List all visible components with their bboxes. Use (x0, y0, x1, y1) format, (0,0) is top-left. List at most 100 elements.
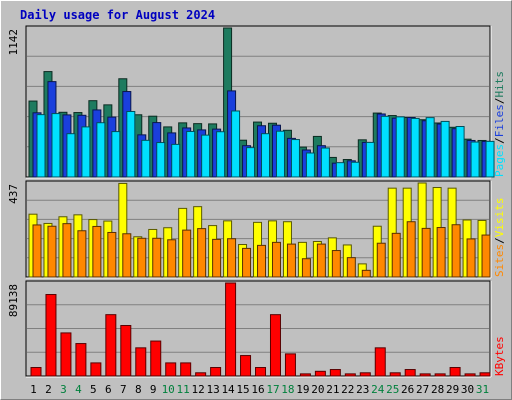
bar-pages-day-9 (156, 142, 166, 178)
bar-kbytes-day-21 (329, 369, 341, 377)
day-label-24: 24 (371, 383, 385, 396)
bar-kbytes-day-1 (30, 367, 42, 377)
day-label-23: 23 (356, 383, 369, 396)
bar-kbytes-day-19 (299, 373, 311, 377)
middle-max-label: 437 (7, 184, 20, 204)
series-label-part: KBytes (493, 336, 506, 376)
bar-kbytes-day-27 (419, 373, 431, 377)
bar-sites-day-18 (286, 243, 296, 278)
bar-sites-day-21 (331, 250, 341, 278)
bar-sites-day-4 (77, 230, 87, 278)
day-label-13: 13 (206, 383, 219, 396)
day-label-12: 12 (192, 383, 205, 396)
bar-sites-day-27 (421, 227, 431, 278)
day-label-19: 19 (296, 383, 309, 396)
series-label-part: Pages (493, 144, 506, 177)
day-label-6: 6 (105, 383, 112, 396)
bar-sites-day-14 (227, 238, 237, 278)
top-series-label: Pages/Files/Hits (493, 71, 506, 177)
bar-pages-day-25 (395, 116, 405, 178)
bar-sites-day-17 (271, 241, 281, 278)
bar-kbytes-day-10 (165, 362, 177, 377)
series-label-part: / (493, 98, 506, 105)
bar-pages-day-19 (305, 152, 315, 178)
day-label-18: 18 (281, 383, 294, 396)
bar-kbytes-day-15 (240, 355, 252, 377)
bar-pages-day-5 (96, 122, 106, 178)
day-label-31: 31 (476, 383, 489, 396)
bar-pages-day-10 (171, 143, 181, 178)
bar-kbytes-day-8 (135, 347, 147, 377)
day-label-21: 21 (326, 383, 339, 396)
bar-kbytes-day-9 (150, 340, 162, 377)
bar-sites-day-7 (122, 233, 132, 278)
bar-pages-day-11 (186, 130, 196, 178)
bar-sites-day-19 (301, 258, 311, 278)
day-label-30: 30 (461, 383, 474, 396)
middle-series-label: Sites/Visits (493, 198, 506, 278)
day-label-25: 25 (386, 383, 399, 396)
bar-sites-day-10 (167, 239, 177, 278)
bar-pages-day-13 (216, 131, 226, 178)
day-label-14: 14 (221, 383, 235, 396)
series-label-part: / (493, 237, 506, 244)
bar-pages-day-7 (126, 111, 136, 178)
series-label-part: Visits (493, 198, 506, 238)
middle-series-sites (32, 221, 491, 278)
bar-kbytes-day-25 (389, 372, 401, 377)
day-label-1: 1 (30, 383, 37, 396)
bar-pages-day-21 (335, 162, 345, 178)
series-label-part: Hits (493, 71, 506, 98)
bar-kbytes-day-14 (225, 282, 237, 377)
bar-kbytes-day-16 (255, 367, 267, 377)
bar-kbytes-day-22 (344, 373, 356, 377)
bar-pages-day-24 (380, 115, 390, 178)
day-label-20: 20 (311, 383, 324, 396)
bar-sites-day-20 (316, 243, 326, 278)
bar-kbytes-day-20 (314, 370, 326, 377)
day-label-10: 10 (162, 383, 175, 396)
bar-sites-day-30 (466, 238, 476, 278)
day-label-11: 11 (177, 383, 190, 396)
bar-kbytes-day-5 (90, 362, 102, 377)
bar-kbytes-day-2 (45, 294, 57, 377)
bar-sites-day-8 (137, 237, 147, 278)
bar-pages-day-22 (350, 161, 360, 178)
bar-pages-day-12 (201, 134, 211, 178)
bar-pages-day-4 (81, 126, 91, 178)
bar-kbytes-day-28 (434, 373, 446, 377)
bar-sites-day-9 (152, 237, 162, 278)
day-label-15: 15 (236, 383, 249, 396)
bottom-series-kbytes (30, 282, 491, 377)
bar-sites-day-22 (346, 257, 356, 278)
bar-kbytes-day-7 (120, 325, 132, 377)
day-label-17: 17 (266, 383, 279, 396)
day-label-29: 29 (446, 383, 459, 396)
day-label-27: 27 (416, 383, 429, 396)
bottom-panel: 89138 KBytes (7, 280, 506, 378)
bar-pages-day-31 (485, 140, 495, 178)
day-label-2: 2 (45, 383, 52, 396)
chart-panels: 1142Pages/Files/Hits437Sites/Visits89138… (7, 25, 506, 378)
x-axis-day-labels: 1 2 3 4 5 6 7 8 9 10 11 12 13 14 15 16 17 18 19 20 21 22 23 24 2… (30, 383, 489, 396)
bar-kbytes-day-4 (75, 343, 87, 377)
bar-sites-day-15 (242, 247, 252, 278)
day-label-4: 4 (75, 383, 82, 396)
day-label-22: 22 (341, 383, 354, 396)
bar-sites-day-2 (47, 225, 57, 278)
bar-pages-day-6 (111, 131, 121, 178)
middle-panel: 437 Sites/Visits (7, 180, 506, 279)
bar-kbytes-day-23 (359, 372, 371, 377)
bar-kbytes-day-31 (479, 372, 491, 377)
bar-sites-day-25 (391, 232, 401, 278)
bar-sites-day-12 (197, 228, 207, 278)
bar-sites-day-11 (182, 229, 192, 278)
top-max-label: 1142 (7, 29, 20, 56)
day-label-26: 26 (401, 383, 414, 396)
bar-sites-day-31 (481, 234, 491, 278)
bar-pages-day-27 (425, 117, 435, 178)
bar-sites-day-5 (92, 225, 102, 278)
chart-title: Daily usage for August 2024 (20, 8, 215, 22)
day-label-3: 3 (60, 383, 67, 396)
